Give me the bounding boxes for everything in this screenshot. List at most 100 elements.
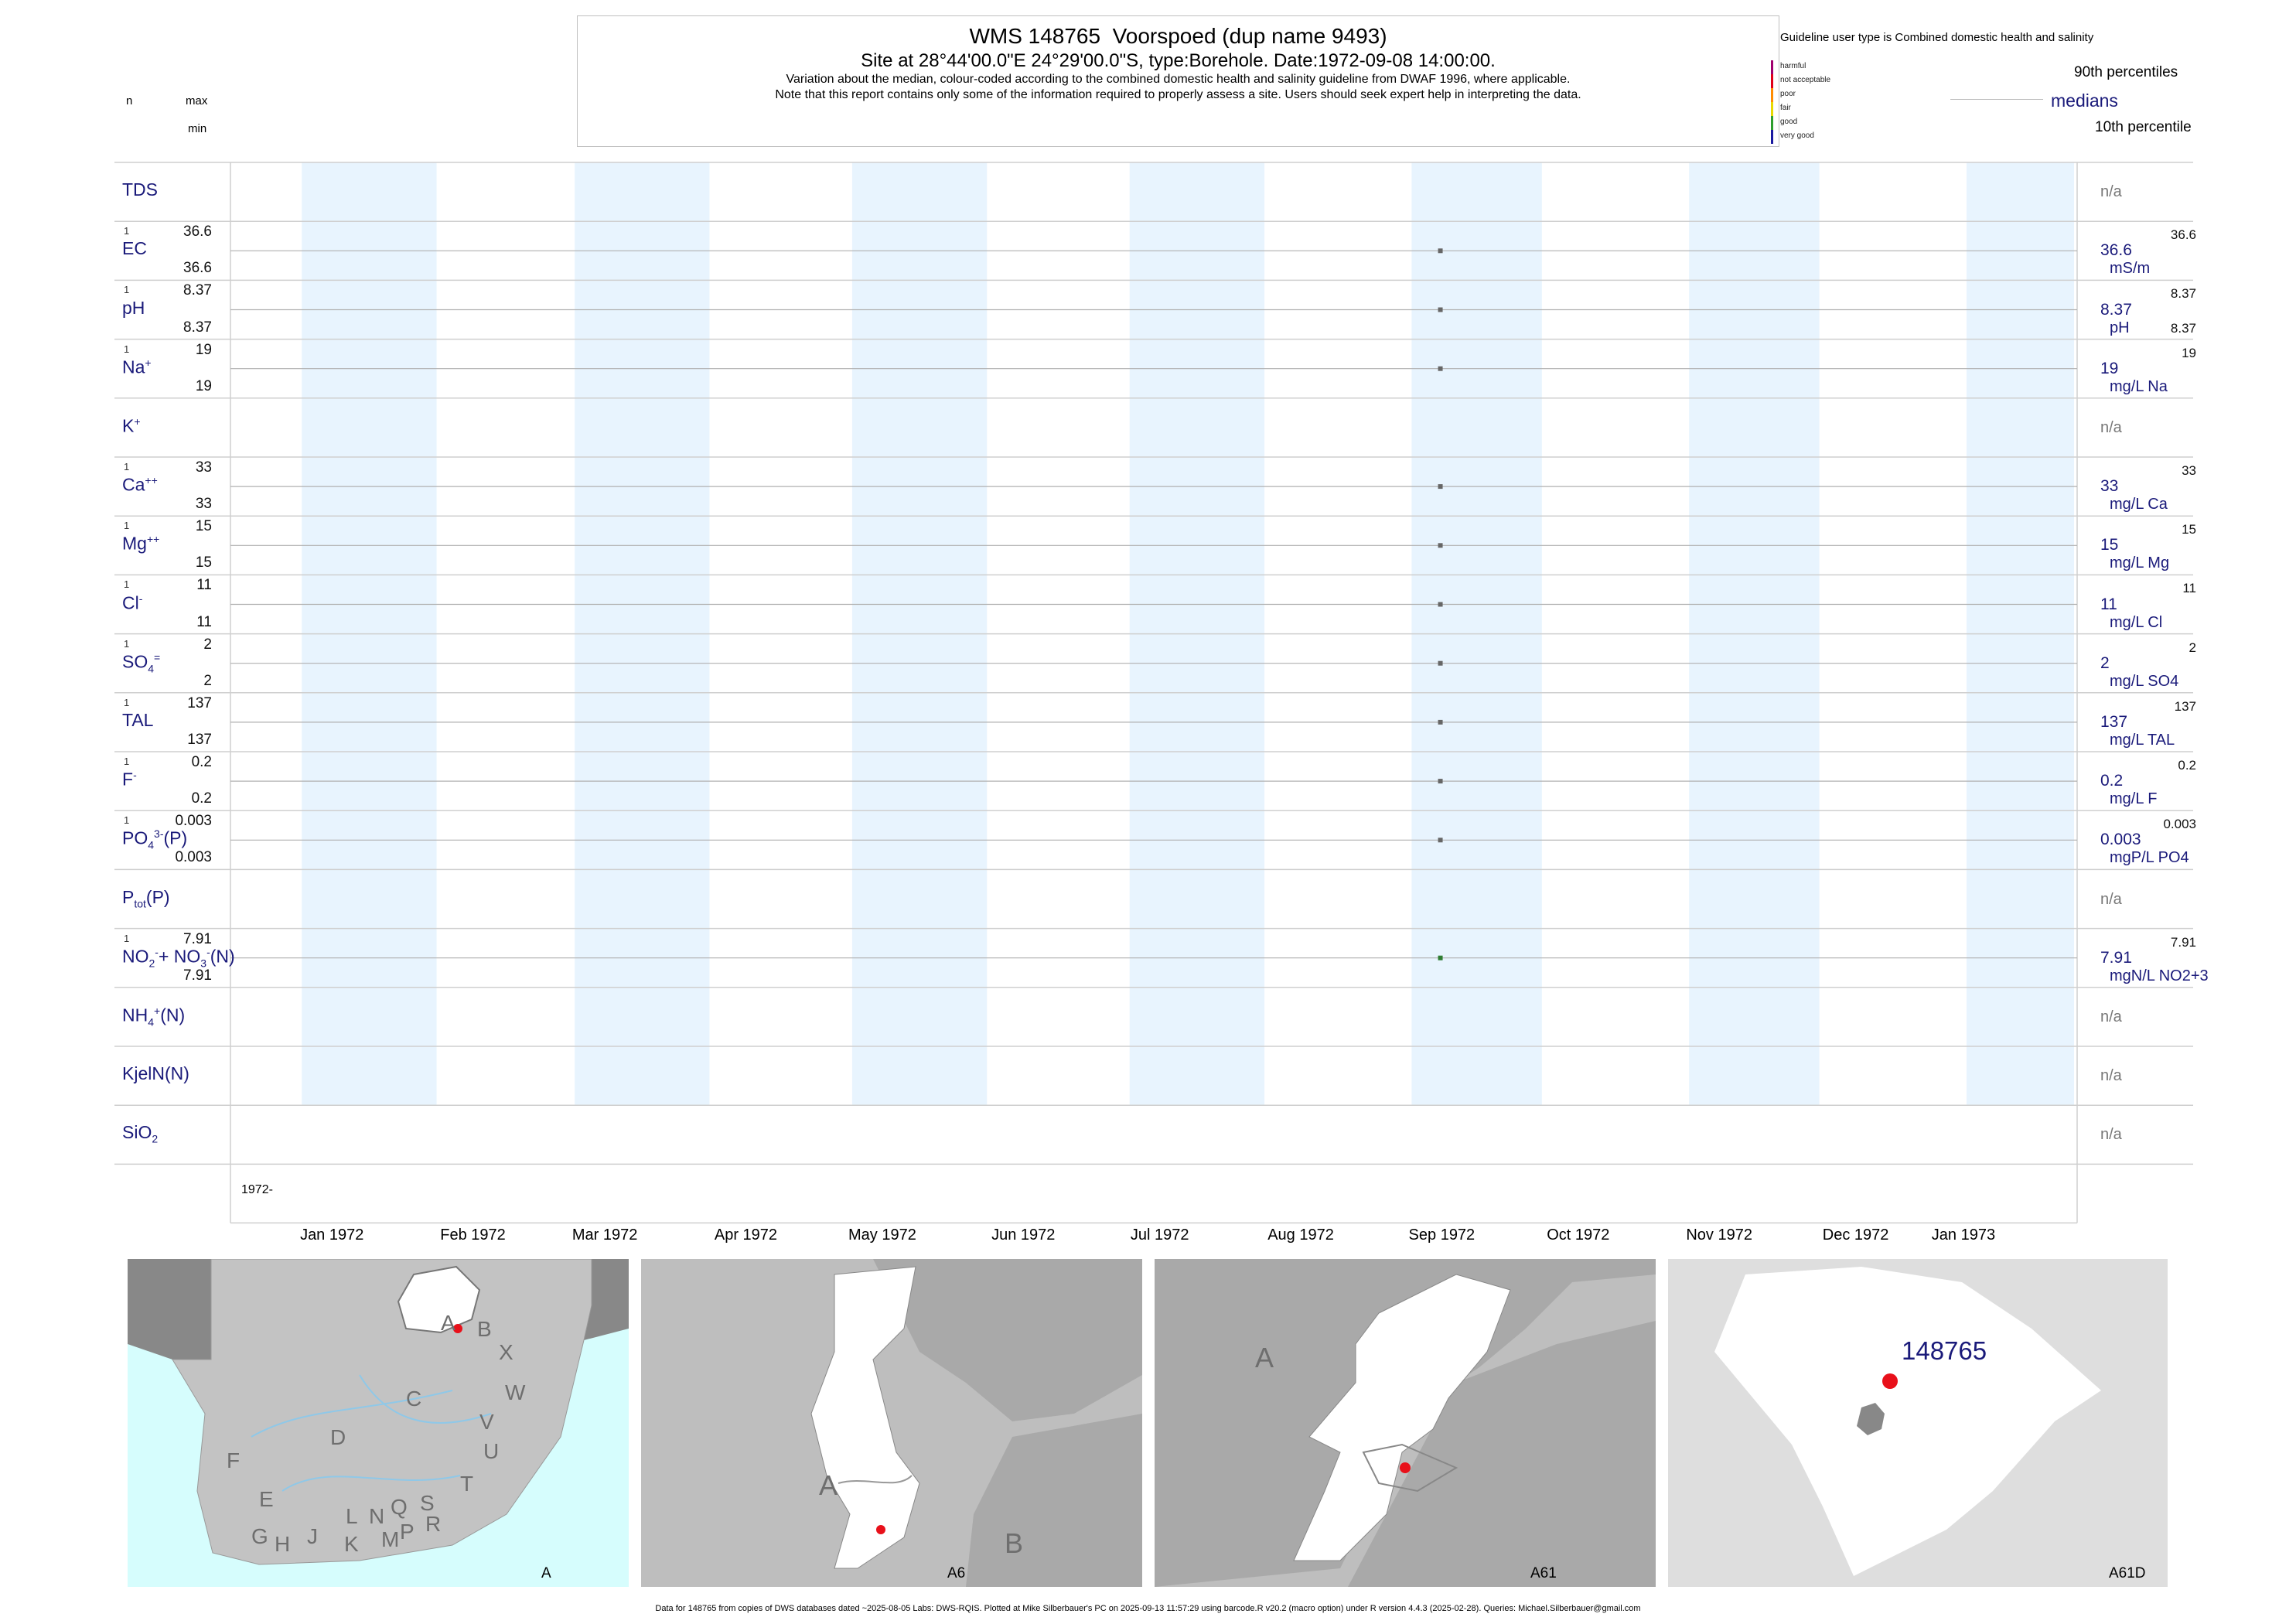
p90-value: 2 [2189, 640, 2196, 655]
unit-label: mgN/L NO2+3 [2110, 967, 2209, 984]
row-min-value: 11 [196, 613, 212, 630]
sample-count: 1 [124, 343, 130, 355]
row-max-value: 11 [196, 577, 212, 594]
row-min-value: 8.37 [183, 319, 212, 336]
report-header: WMS 148765 Voorspoed (dup name 9493) Sit… [577, 15, 1779, 147]
p10-value: 8.37 [2170, 320, 2196, 336]
sample-point [1438, 307, 1443, 312]
row-max-value: 2 [203, 636, 212, 653]
legend-swatch [1771, 102, 1773, 116]
sample-point [1438, 543, 1443, 548]
page-title: WMS 148765 Voorspoed (dup name 9493) [969, 24, 1387, 48]
map-a61d: 148765 A61D [1668, 1259, 2168, 1587]
x-tick-label: Jun 1972 [991, 1227, 1056, 1244]
unit-label: mg/L SO4 [2110, 672, 2179, 690]
parameter-label: PO43-(P) [122, 827, 188, 851]
x-axis-start-label: 1972- [241, 1183, 273, 1196]
svg-text:P: P [400, 1520, 415, 1544]
row-min-value: 15 [195, 554, 212, 571]
key-max: max [186, 94, 208, 107]
svg-text:W: W [505, 1380, 526, 1404]
median-value: 0.003 [2100, 831, 2141, 849]
sample-point [1438, 660, 1443, 666]
svg-text:Q: Q [391, 1495, 408, 1519]
parameter-label: SO4= [122, 650, 161, 674]
legend-median-line [1950, 99, 2043, 100]
key-n: n [126, 94, 133, 107]
row-min-value: 7.91 [183, 967, 212, 984]
svg-text:U: U [483, 1439, 499, 1463]
row-max-value: 0.003 [175, 813, 212, 830]
parameter-label: pH [122, 297, 145, 318]
footer-note: Data for 148765 from copies of DWS datab… [655, 1604, 1641, 1613]
legend-p90: 90th percentiles [2074, 64, 2178, 80]
svg-text:S: S [420, 1491, 435, 1515]
p90-value: 137 [2174, 698, 2196, 714]
legend-category-label: not acceptable [1780, 76, 1831, 84]
x-tick-label: Oct 1972 [1547, 1227, 1610, 1244]
legend-swatch [1771, 88, 1773, 102]
svg-text:A: A [441, 1311, 455, 1335]
svg-text:A: A [1255, 1342, 1274, 1373]
water-quality-chart [114, 162, 2193, 1224]
median-value: 2 [2100, 653, 2110, 672]
row-max-value: 7.91 [183, 930, 212, 947]
svg-text:V: V [479, 1410, 494, 1434]
x-tick-label: Jan 1972 [300, 1227, 364, 1244]
p90-value: 0.003 [2163, 817, 2196, 832]
sample-count: 1 [124, 578, 130, 591]
parameter-label: Mg++ [122, 533, 160, 554]
parameter-label: TDS [122, 179, 158, 200]
map-a61d-label: A61D [2109, 1565, 2146, 1581]
p90-value: 7.91 [2170, 934, 2196, 950]
parameter-label: K+ [122, 415, 141, 436]
row-min-value: 0.2 [191, 790, 212, 807]
sample-count: 1 [124, 520, 130, 532]
row-max-value: 36.6 [183, 223, 212, 241]
sample-count: 1 [124, 932, 130, 944]
svg-text:E: E [259, 1487, 274, 1511]
x-tick-label: Nov 1972 [1686, 1227, 1752, 1244]
x-tick-label: Feb 1972 [440, 1227, 506, 1244]
parameter-label: Ca++ [122, 474, 158, 495]
median-value: 19 [2100, 359, 2119, 377]
legend-swatch [1771, 130, 1773, 144]
row-min-value: 36.6 [183, 260, 212, 277]
header-note-disclaimer: Note that this report contains only some… [775, 88, 1581, 101]
p90-value: 8.37 [2170, 286, 2196, 302]
x-tick-label: Dec 1972 [1822, 1227, 1889, 1244]
sample-count: 1 [124, 637, 130, 650]
map-a6: A B A6 [641, 1259, 1142, 1587]
x-tick-label: Mar 1972 [571, 1227, 638, 1244]
map-a61-label: A61 [1530, 1565, 1557, 1581]
svg-text:G: G [251, 1524, 268, 1548]
svg-text:T: T [460, 1472, 473, 1496]
legend-swatch [1771, 60, 1773, 74]
x-tick-label: Apr 1972 [714, 1227, 778, 1244]
unit-label: mg/L Ca [2110, 496, 2168, 513]
x-tick-label: May 1972 [848, 1227, 916, 1244]
row-min-value: 19 [195, 377, 212, 394]
sample-count: 1 [124, 284, 130, 296]
x-tick-label: Sep 1972 [1408, 1227, 1476, 1244]
row-max-value: 19 [195, 341, 212, 358]
parameter-label: Cl- [122, 592, 143, 613]
unit-label: mg/L TAL [2110, 731, 2175, 749]
p90-value: 15 [2182, 522, 2196, 537]
svg-text:X: X [499, 1340, 513, 1364]
parameter-label: Ptot(P) [122, 886, 170, 910]
row-max-value: 0.2 [191, 754, 212, 770]
svg-text:B: B [477, 1317, 492, 1341]
legend-medians: medians [2051, 90, 2118, 111]
legend-p10: 10th percentile [2095, 119, 2192, 135]
x-tick-label: Aug 1972 [1267, 1227, 1334, 1244]
unit-label: mg/L Cl [2110, 613, 2163, 631]
svg-text:M: M [381, 1527, 399, 1551]
sample-count: 1 [124, 696, 130, 708]
row-min-value: 2 [203, 672, 212, 689]
sample-count: 1 [124, 814, 130, 827]
unit-label: mg/L F [2110, 790, 2158, 808]
sample-point [1438, 484, 1443, 490]
parameter-label: KjelN(N) [122, 1063, 189, 1084]
row-max-value: 15 [195, 518, 212, 535]
